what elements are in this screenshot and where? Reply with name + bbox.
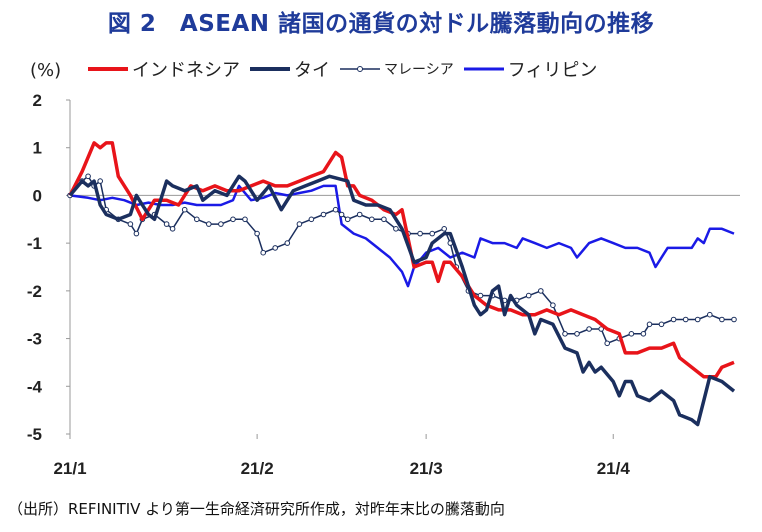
data-point-malaysia bbox=[254, 230, 260, 237]
data-point-malaysia bbox=[538, 288, 544, 294]
data-point-malaysia bbox=[206, 221, 212, 227]
data-point-malaysia bbox=[369, 216, 375, 223]
legend: インドネシア タイ マレーシア フィリピン bbox=[88, 56, 607, 82]
legend-swatch-indonesia bbox=[88, 67, 128, 71]
legend-label-indonesia: インドネシア bbox=[132, 60, 240, 81]
y-tick-label: -1 bbox=[27, 234, 42, 253]
data-point-malaysia bbox=[308, 216, 315, 223]
data-point-malaysia bbox=[477, 292, 484, 299]
x-tick-label: 21/3 bbox=[410, 459, 443, 478]
x-tick-label: 21/4 bbox=[597, 459, 631, 478]
data-point-malaysia bbox=[242, 216, 248, 223]
legend-item-philippines: フィリピン bbox=[463, 56, 598, 82]
data-point-malaysia bbox=[272, 245, 279, 251]
data-point-malaysia bbox=[284, 240, 291, 246]
data-point-malaysia bbox=[731, 316, 737, 323]
data-point-malaysia bbox=[344, 216, 351, 223]
data-point-malaysia bbox=[628, 331, 635, 337]
data-point-malaysia bbox=[133, 230, 140, 237]
x-tick-label: 21/1 bbox=[53, 459, 86, 478]
data-point-malaysia bbox=[356, 211, 363, 218]
legend-label-malaysia: マレーシア bbox=[384, 62, 454, 78]
legend-swatch-thailand bbox=[250, 67, 290, 71]
series-line-indonesia bbox=[68, 141, 735, 379]
data-point-malaysia bbox=[338, 211, 345, 218]
x-tick-label: 21/2 bbox=[241, 459, 274, 478]
y-tick-label: -5 bbox=[27, 425, 42, 444]
y-axis-unit: (%) bbox=[30, 60, 62, 81]
data-point-malaysia bbox=[381, 216, 387, 223]
data-point-malaysia bbox=[181, 206, 188, 213]
y-tick-label: -2 bbox=[27, 282, 42, 301]
data-point-malaysia bbox=[525, 292, 532, 299]
data-point-malaysia bbox=[163, 221, 170, 227]
data-point-malaysia bbox=[230, 216, 236, 223]
data-point-malaysia bbox=[658, 321, 665, 328]
legend-item-indonesia: インドネシア bbox=[88, 56, 240, 82]
data-point-malaysia bbox=[417, 230, 423, 237]
data-point-malaysia bbox=[646, 321, 653, 328]
data-point-malaysia bbox=[694, 316, 701, 323]
data-point-malaysia bbox=[598, 326, 605, 332]
series-line-thailand bbox=[68, 174, 736, 427]
y-tick-label: 0 bbox=[33, 186, 42, 205]
data-point-malaysia bbox=[586, 326, 592, 332]
y-tick-label: 2 bbox=[33, 91, 42, 110]
legend-label-thailand: タイ bbox=[294, 60, 330, 81]
data-point-malaysia bbox=[393, 226, 399, 232]
data-point-malaysia bbox=[169, 226, 176, 232]
data-point-malaysia bbox=[85, 173, 91, 180]
data-point-malaysia bbox=[441, 226, 448, 232]
data-point-malaysia bbox=[574, 331, 580, 337]
legend-item-thailand: タイ bbox=[250, 56, 330, 82]
data-point-malaysia bbox=[296, 221, 303, 227]
data-point-malaysia bbox=[127, 221, 134, 227]
source-note: （出所）REFINITIV より第一生命経済研究所作成，対昨年末比の騰落動向 bbox=[8, 500, 505, 518]
y-tick-label: -4 bbox=[27, 377, 43, 396]
data-point-malaysia bbox=[550, 302, 556, 309]
data-point-malaysia bbox=[670, 316, 677, 323]
y-tick-label: 1 bbox=[33, 139, 42, 158]
data-point-malaysia bbox=[640, 331, 647, 337]
data-point-malaysia bbox=[682, 316, 689, 323]
data-point-malaysia bbox=[218, 221, 224, 227]
data-point-malaysia bbox=[97, 178, 103, 184]
data-point-malaysia bbox=[260, 249, 267, 256]
data-point-malaysia bbox=[194, 216, 200, 223]
data-point-malaysia bbox=[320, 211, 327, 218]
data-point-malaysia bbox=[707, 311, 713, 318]
legend-swatch-philippines bbox=[463, 67, 504, 71]
legend-item-malaysia: マレーシア bbox=[340, 59, 454, 79]
legend-label-philippines: フィリピン bbox=[507, 60, 598, 81]
data-point-malaysia bbox=[719, 316, 725, 323]
legend-swatch-malaysia bbox=[340, 66, 380, 72]
chart-title: 図 2 ASEAN 諸国の通貨の対ドル騰落動向の推移 bbox=[107, 11, 655, 37]
y-tick-label: -3 bbox=[27, 330, 42, 349]
data-point-malaysia bbox=[429, 230, 436, 237]
data-point-malaysia bbox=[604, 340, 611, 347]
data-point-malaysia bbox=[332, 206, 339, 213]
data-point-malaysia bbox=[562, 331, 568, 337]
